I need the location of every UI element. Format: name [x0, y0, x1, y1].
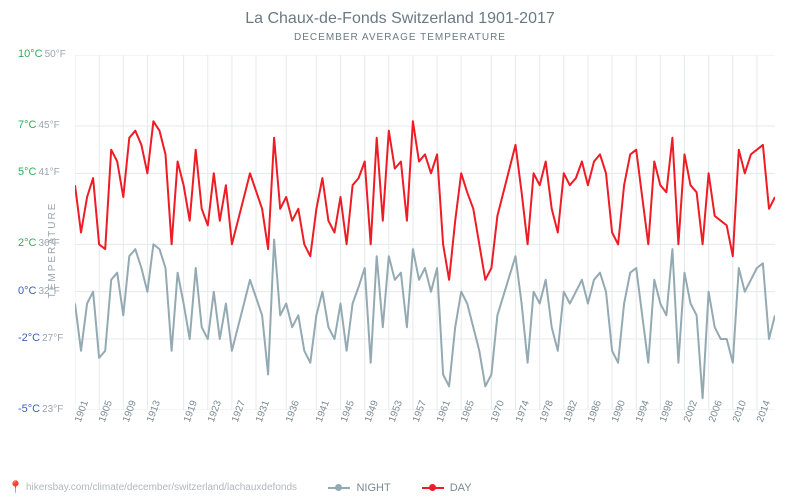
- chart-container: La Chaux-de-Fonds Switzerland 1901-2017 …: [0, 0, 800, 500]
- legend-label-night: NIGHT: [356, 482, 390, 494]
- attribution: 📍 hikersbay.com/climate/december/switzer…: [8, 480, 297, 494]
- legend-item-night: NIGHT: [328, 482, 390, 494]
- y-tick: 7°C45°F: [18, 119, 60, 131]
- chart-title: La Chaux-de-Fonds Switzerland 1901-2017: [0, 0, 800, 28]
- y-tick: 2°C36°F: [18, 237, 60, 249]
- legend-label-day: DAY: [450, 482, 472, 494]
- chart-subtitle: DECEMBER AVERAGE TEMPERATURE: [0, 32, 800, 43]
- y-tick: 5°C41°F: [18, 166, 60, 178]
- y-tick: 0°C32°F: [18, 285, 60, 297]
- series-day: [75, 121, 775, 279]
- legend-item-day: DAY: [422, 482, 472, 494]
- legend-swatch-night: [328, 487, 350, 489]
- y-tick: -5°C23°F: [18, 403, 63, 415]
- plot-svg: [75, 55, 775, 410]
- series-night: [75, 240, 775, 399]
- pin-icon: 📍: [8, 480, 23, 494]
- attribution-text: hikersbay.com/climate/december/switzerla…: [26, 482, 297, 493]
- y-tick: 10°C50°F: [18, 48, 66, 60]
- y-tick: -2°C27°F: [18, 332, 63, 344]
- x-ticks: 1901190519091913191919231927193119361941…: [75, 410, 775, 460]
- legend-swatch-day: [422, 487, 444, 489]
- plot-area: [75, 55, 775, 410]
